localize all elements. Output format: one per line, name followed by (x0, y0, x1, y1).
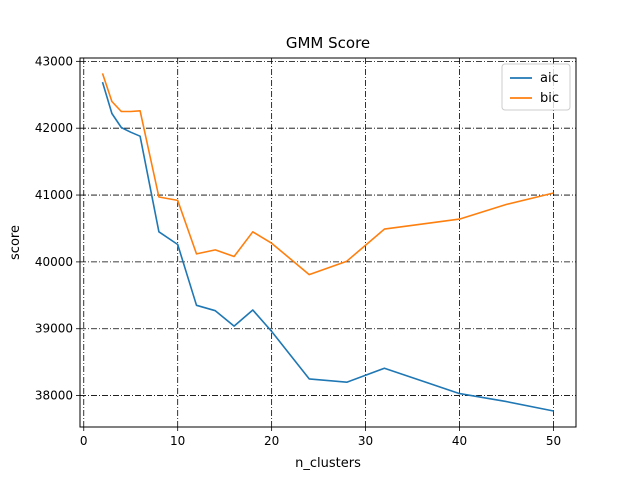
x-tick-label: 50 (546, 434, 561, 448)
y-axis-label: score (8, 225, 23, 260)
bic-series-line (101, 73, 554, 276)
aic-series-line (101, 81, 554, 412)
aic-legend-label: aic (540, 71, 559, 86)
x-tick-label: 10 (170, 434, 185, 448)
legend-box (501, 63, 571, 111)
x-tick-label: 40 (452, 434, 467, 448)
bic-legend-label: bic (540, 91, 559, 106)
x-axis-label: n_clusters (295, 456, 361, 471)
y-tick-label: 42000 (35, 121, 73, 135)
y-tick-label: 41000 (35, 188, 73, 202)
chart-title: GMM Score (286, 34, 370, 52)
plot-area-frame (79, 57, 577, 428)
y-tick-label: 39000 (35, 322, 73, 336)
axis-ticks: 0 10 20 30 40 50 38000 39000 40000 41000 42000 4300… (35, 54, 561, 448)
x-tick-label: 30 (358, 434, 373, 448)
y-tick-label: 43000 (35, 54, 73, 68)
y-tick-label: 38000 (35, 389, 73, 403)
legend-items: aic bic (510, 71, 559, 106)
x-tick-label: 20 (264, 434, 279, 448)
y-tick-label: 40000 (35, 255, 73, 269)
legend: aic bic (501, 63, 571, 111)
x-tick-label: 0 (80, 434, 88, 448)
plot-series (101, 73, 554, 412)
